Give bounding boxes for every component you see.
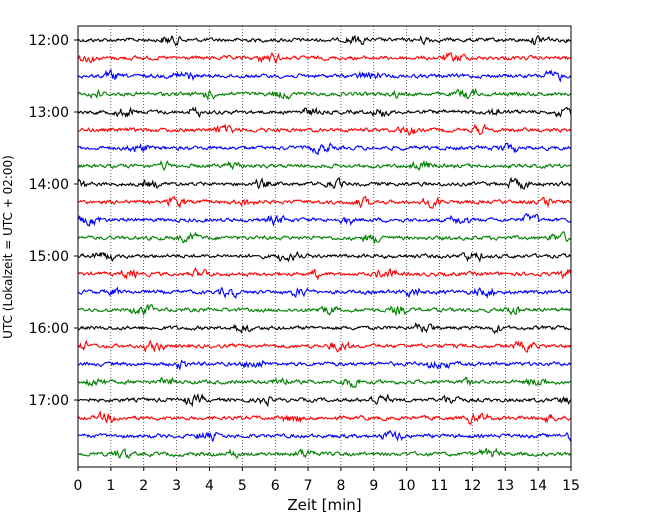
trace-line [77, 429, 572, 443]
y-axis-label: UTC (Lokalzeit = UTC + 02:00) [1, 155, 15, 339]
y-tick-label: 12:00 [29, 33, 69, 49]
trace-line [77, 250, 572, 263]
trace-line [77, 195, 572, 210]
x-tick-label: 9 [369, 478, 378, 494]
x-tick-label: 10 [398, 478, 416, 494]
y-tick-label: 15:00 [29, 249, 69, 265]
trace-line [77, 376, 572, 389]
x-tick-label: 2 [139, 478, 148, 494]
x-tick-label: 6 [271, 478, 280, 494]
y-axis-ticks: 12:00 13:00 14:00 15:00 16:00 17:00 [29, 33, 78, 409]
x-tick-label: 5 [238, 478, 247, 494]
trace-line [77, 142, 572, 156]
trace-line [77, 447, 572, 459]
trace-line [77, 212, 572, 228]
seismic-traces [77, 34, 572, 459]
plot-frame [77, 25, 572, 468]
x-tick-label: 13 [496, 478, 514, 494]
y-tick-label: 14:00 [29, 177, 69, 193]
y-tick-label: 16:00 [29, 321, 69, 337]
trace-line [77, 303, 572, 317]
x-tick-label: 15 [562, 478, 580, 494]
trace-line [77, 322, 572, 335]
trace-line [77, 176, 572, 190]
trace-line [77, 106, 572, 119]
x-tick-label: 11 [431, 478, 449, 494]
trace-line [77, 392, 572, 408]
x-tick-label: 8 [336, 478, 345, 494]
trace-line [77, 410, 572, 426]
x-tick-label: 3 [172, 478, 181, 494]
x-tick-label: 7 [304, 478, 313, 494]
x-axis-ticks: 0 1 2 3 4 5 6 7 8 9 10 11 12 13 14 15 [74, 467, 580, 494]
trace-line [77, 123, 572, 136]
trace-line [77, 286, 572, 300]
trace-line [77, 339, 572, 353]
trace-line [77, 230, 572, 245]
x-tick-label: 0 [74, 478, 83, 494]
trace-line [77, 267, 572, 281]
x-tick-label: 14 [529, 478, 547, 494]
trace-line [77, 34, 572, 47]
x-tick-label: 4 [205, 478, 214, 494]
trace-line [77, 87, 572, 102]
x-tick-label: 12 [463, 478, 481, 494]
trace-line [77, 359, 572, 371]
y-tick-label: 13:00 [29, 105, 69, 121]
y-tick-label: 17:00 [29, 393, 69, 409]
trace-line [77, 51, 572, 65]
x-tick-label: 1 [106, 478, 115, 494]
trace-line [77, 159, 572, 172]
x-axis-label: Zeit [min] [287, 496, 361, 514]
trace-line [77, 68, 572, 83]
